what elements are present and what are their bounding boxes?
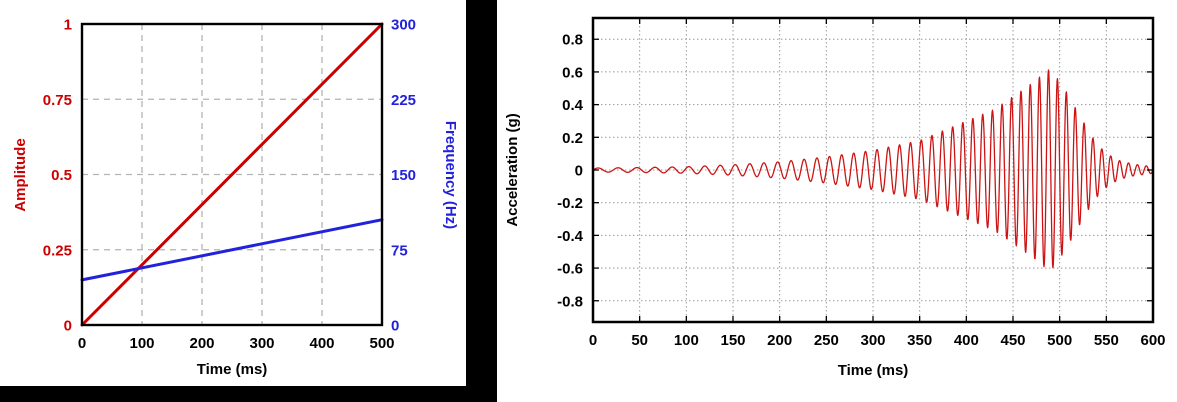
sweep-profile-chart: 0 0.25 0.5 0.75 1 0 75 150 225 300 0 100 200 300 400 50…: [12, 17, 459, 379]
left-y-axis-title: Amplitude: [12, 138, 29, 211]
plot-frame: [591, 16, 1155, 324]
left-y-tick-label: 0.5: [51, 167, 72, 184]
x-tick-label: 150: [720, 332, 745, 349]
x-tick-label: 200: [767, 332, 792, 349]
right-y-tick-label: 300: [391, 17, 416, 34]
y-tick-label: 0: [575, 163, 583, 180]
x-tick-label: 350: [907, 332, 932, 349]
x-tick-label: 100: [129, 335, 154, 352]
y-tick-label: -0.4: [557, 228, 584, 245]
left-y-tick-label: 0.25: [43, 242, 72, 259]
y-tick-label: -0.6: [557, 261, 583, 278]
x-tick-label: 600: [1140, 332, 1165, 349]
grid-lines: [593, 18, 1153, 322]
x-axis-title: Time (ms): [197, 361, 268, 378]
left-figure-black-border-right: [466, 0, 497, 402]
left-y-tick-label: 1: [64, 17, 72, 34]
x-tick-label: 500: [1047, 332, 1072, 349]
y-tick-label: 0.8: [562, 32, 583, 49]
x-axis-title: Time (ms): [838, 362, 909, 379]
series-lines: [80, 22, 384, 327]
x-tick-label: 300: [249, 335, 274, 352]
x-tick-label: 450: [1000, 332, 1025, 349]
left-figure-black-border-bottom: [0, 386, 497, 402]
grid-lines: [82, 24, 382, 325]
waveform-line: [592, 69, 1154, 269]
left-y-tick-label: 0: [64, 318, 72, 335]
x-tick-label: 400: [309, 335, 334, 352]
x-tick-label: 400: [954, 332, 979, 349]
x-tick-label: 250: [814, 332, 839, 349]
right-y-tick-label: 150: [391, 167, 416, 184]
y-tick-label: 0.2: [562, 130, 583, 147]
amplitude-ramp-line: [80, 22, 384, 327]
right-y-tick-label: 225: [391, 92, 416, 109]
right-y-tick-label: 0: [391, 318, 399, 335]
y-tick-label: 0.6: [562, 64, 583, 81]
y-tick-label: -0.8: [557, 293, 583, 310]
y-tick-label: 0.4: [562, 97, 584, 114]
y-axis-title: Acceleration (g): [504, 113, 521, 226]
acceleration-waveform-chart: 0.8 0.6 0.4 0.2 0 -0.2 -0.4 -0.6 -0.8 0 50 100 150 20…: [504, 16, 1166, 379]
x-tick-label: 500: [369, 335, 394, 352]
tick-labels: 0.8 0.6 0.4 0.2 0 -0.2 -0.4 -0.6 -0.8 0 50 100 150 20…: [557, 32, 1165, 349]
x-tick-label: 100: [674, 332, 699, 349]
x-tick-label: 50: [631, 332, 648, 349]
tick-labels: 0 0.25 0.5 0.75 1 0 75 150 225 300 0 100 200 300 400 50…: [43, 17, 416, 353]
x-tick-label: 550: [1094, 332, 1119, 349]
right-y-axis-title: Frequency (Hz): [442, 121, 459, 229]
x-tick-label: 300: [860, 332, 885, 349]
y-tick-label: -0.2: [557, 195, 583, 212]
x-tick-label: 200: [189, 335, 214, 352]
x-tick-label: 0: [589, 332, 597, 349]
plot-frame: [80, 22, 384, 327]
left-y-tick-label: 0.75: [43, 92, 72, 109]
right-y-tick-label: 75: [391, 242, 408, 259]
frequency-sweep-line: [80, 218, 384, 282]
x-tick-label: 0: [78, 335, 86, 352]
acceleration-chirp-line: [592, 69, 1154, 269]
